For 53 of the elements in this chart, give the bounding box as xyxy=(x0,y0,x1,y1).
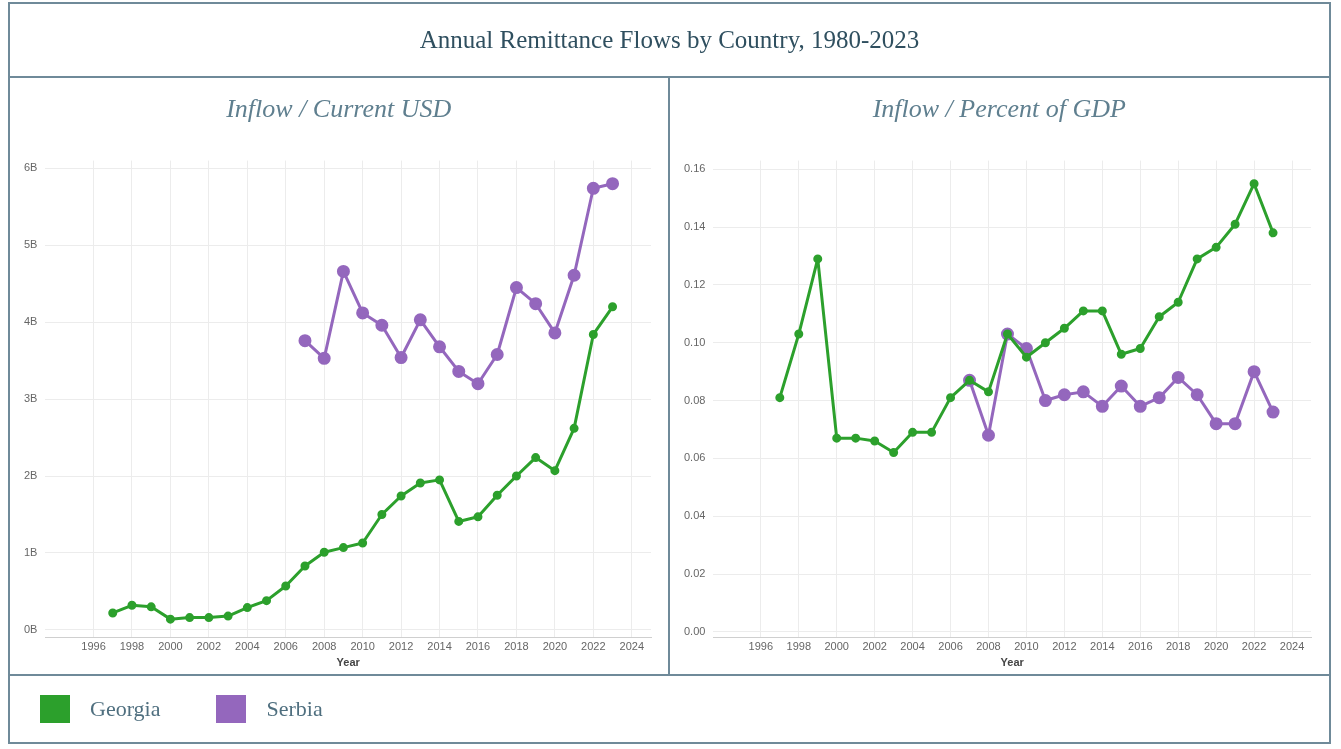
x-tick-label: 2010 xyxy=(350,640,375,653)
x-tick-label: 2024 xyxy=(619,640,645,653)
x-tick-label: 2012 xyxy=(388,640,414,653)
x-tick-label: 2004 xyxy=(899,640,925,653)
y-tick-label: 0.08 xyxy=(683,393,705,406)
y-tick-label: 0.04 xyxy=(683,509,705,522)
x-tick-label: 2002 xyxy=(861,640,887,653)
x-tick-label: 2014 xyxy=(427,640,452,653)
x-tick-label: 2006 xyxy=(937,640,963,653)
x-tick-label: 2000 xyxy=(823,640,849,653)
x-tick-label: 1996 xyxy=(748,640,773,653)
chart-subtitle: Inflow / Percent of GDP xyxy=(871,93,1127,125)
x-tick-label: 2020 xyxy=(542,640,568,653)
y-tick-label: 0B xyxy=(23,622,38,635)
y-tick-label: 5B xyxy=(23,238,38,251)
y-tick-label: 6B xyxy=(23,161,38,174)
x-tick-label: 2006 xyxy=(273,640,298,653)
x-tick-label: 1996 xyxy=(81,640,106,653)
x-tick-label: 2020 xyxy=(1203,640,1228,653)
x-tick-label: 1998 xyxy=(786,640,811,653)
y-tick-label: 0.16 xyxy=(683,162,705,175)
x-tick-label: 2000 xyxy=(158,640,183,653)
x-tick-label: 2018 xyxy=(1165,640,1190,653)
y-tick-label: 0.12 xyxy=(683,277,705,290)
chart-title: Annual Remittance Flows by Country, 1980-2023 xyxy=(10,4,1329,78)
y-tick-label: 0.10 xyxy=(683,335,705,348)
x-tick-label: 2008 xyxy=(311,640,337,653)
x-tick-label: 2022 xyxy=(581,640,606,653)
legend-label: Georgia xyxy=(90,696,161,722)
x-tick-label: 2014 xyxy=(1089,640,1115,653)
y-tick-label: 0.02 xyxy=(683,567,705,580)
x-tick-label: 1998 xyxy=(119,640,145,653)
x-tick-label: 2018 xyxy=(504,640,529,653)
x-axis-title: Year xyxy=(1000,656,1025,669)
chart-subtitle: Inflow / Current USD xyxy=(225,93,453,125)
x-tick-label: 2004 xyxy=(235,640,260,653)
x-tick-label: 2010 xyxy=(1013,640,1039,653)
x-tick-label: 2016 xyxy=(1127,640,1152,653)
y-tick-label: 0.00 xyxy=(683,624,705,637)
x-tick-label: 2002 xyxy=(196,640,222,653)
x-axis-title: Year xyxy=(336,656,361,669)
y-tick-label: 2B xyxy=(23,469,38,482)
x-tick-label: 2012 xyxy=(1051,640,1077,653)
y-tick-label: 3B xyxy=(23,392,38,405)
y-tick-label: 0.14 xyxy=(683,220,705,233)
y-tick-label: 4B xyxy=(23,315,38,328)
y-tick-label: 1B xyxy=(23,546,38,558)
x-tick-label: 2008 xyxy=(975,640,1001,653)
x-tick-label: 2016 xyxy=(465,640,491,653)
y-tick-label: 0.06 xyxy=(683,451,705,464)
legend-label: Serbia xyxy=(266,696,323,722)
x-tick-label: 2022 xyxy=(1241,640,1266,653)
x-tick-label: 2024 xyxy=(1279,640,1304,653)
